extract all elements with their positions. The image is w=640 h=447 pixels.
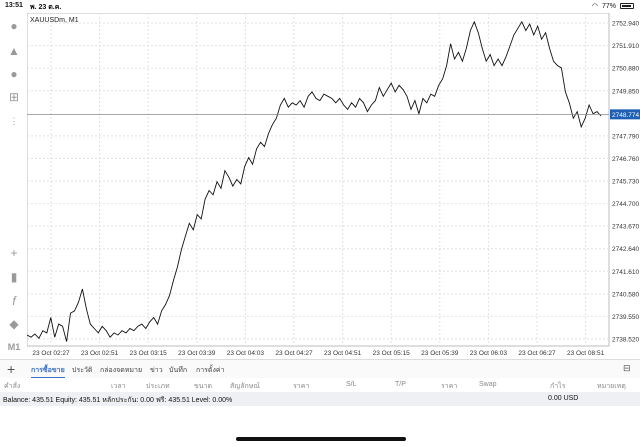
battery-percent: 77% [601, 2, 616, 10]
battery-icon [620, 3, 634, 9]
table-header: คำสั่ง เวลา ประเภท ขนาด สัญลักษณ์ ราคา S… [0, 378, 640, 392]
col-sl: S/L [346, 381, 357, 388]
y-tick-label: 2745.730 [612, 179, 639, 186]
home-indicator [236, 437, 406, 441]
col-current-price: ราคา [441, 383, 458, 390]
x-tick-label: 23 Oct 06:03 [470, 350, 508, 357]
y-tick-label: 2738.520 [612, 336, 639, 343]
more-tools-icon[interactable]: ⋮ [9, 115, 19, 126]
x-tick-label: 23 Oct 04:27 [275, 350, 313, 357]
balance-summary: Balance: 435.51 Equity: 435.51 หลักประกั… [3, 397, 233, 404]
col-tp: T/P [395, 381, 406, 388]
price-line [26, 20, 602, 342]
tab-history[interactable]: ประวัติ [72, 367, 93, 374]
y-tick-label: 2747.790 [612, 133, 639, 140]
tab-trade[interactable]: การซื้อขาย [31, 367, 65, 379]
objects-icon[interactable]: ◆ [9, 317, 19, 331]
y-tick-label: 2739.550 [612, 314, 639, 321]
plot-frame [26, 12, 610, 347]
account-icon[interactable]: ● [10, 19, 18, 33]
x-tick-label: 23 Oct 06:27 [518, 350, 556, 357]
status-right: ◠ 77% [592, 2, 634, 10]
col-size: ขนาด [194, 383, 213, 390]
price-chart[interactable]: 2752.940 2751.910 2750.880 2749.850 2747.790… [26, 12, 640, 359]
current-price-label: 2748.774 [612, 112, 639, 119]
tab-journal[interactable]: บันทึก [169, 367, 188, 374]
status-date: พ. 23 ต.ค. [30, 4, 62, 11]
tab-mailbox[interactable]: กล่องจดหมาย [100, 367, 143, 374]
col-type: ประเภท [146, 383, 170, 390]
x-tick-label: 23 Oct 02:27 [32, 350, 70, 357]
balance-bar: Balance: 435.51 Equity: 435.51 หลักประกั… [0, 392, 640, 406]
y-tick-label: 2752.940 [612, 21, 639, 28]
tab-settings[interactable]: การตั้งค่า [196, 367, 225, 374]
x-tick-label: 23 Oct 05:39 [421, 350, 459, 357]
col-price: ราคา [293, 383, 310, 390]
y-tick-label: 2743.670 [612, 224, 639, 231]
crosshair-icon[interactable]: + [10, 246, 18, 260]
col-profit: กำไร [550, 383, 566, 390]
chart-type-icon[interactable]: ▮ [10, 270, 18, 284]
x-tick-label: 23 Oct 05:15 [373, 350, 411, 357]
timeframe-icon[interactable]: M1 [7, 342, 21, 352]
new-order-icon[interactable]: ⊞ [8, 90, 20, 104]
x-tick-label: 23 Oct 08:51 [567, 350, 605, 357]
y-tick-label: 2749.850 [612, 88, 639, 95]
wifi-icon: ◠ [591, 3, 598, 10]
current-price-tag [610, 109, 640, 120]
status-time: 13:51 [5, 2, 23, 9]
chat-icon[interactable]: ● [10, 67, 18, 81]
tool-sidebar: ● ▲ ● ⊞ ⋮ + ▮ f ◆ M1 [0, 13, 27, 359]
indicator-icon[interactable]: f [12, 294, 16, 308]
x-tick-label: 23 Oct 03:15 [130, 350, 168, 357]
y-tick-label: 2742.640 [612, 246, 639, 253]
y-tick-label: 2741.610 [612, 269, 639, 276]
layout-icon[interactable]: ⊟ [623, 363, 631, 373]
y-tick-label: 2744.700 [612, 201, 639, 208]
y-tick-label: 2740.580 [612, 291, 639, 298]
symbol-label: XAUUSDm, M1 [30, 17, 79, 24]
profit-total: 0.00 USD [548, 395, 579, 402]
col-swap: Swap [479, 381, 497, 388]
y-tick-label: 2751.910 [612, 43, 639, 50]
bottom-tab-bar: + การซื้อขาย ประวัติ กล่องจดหมาย ข่าว บั… [0, 359, 640, 379]
chart-svg[interactable]: 2752.940 2751.910 2750.880 2749.850 2747.790… [26, 12, 640, 359]
x-tick-label: 23 Oct 04:51 [324, 350, 362, 357]
col-comment: หมายเหตุ [597, 383, 626, 390]
x-tick-label: 23 Oct 03:39 [178, 350, 216, 357]
y-tick-label: 2746.760 [612, 156, 639, 163]
status-bar: 13:51 พ. 23 ต.ค. ◠ 77% [0, 0, 640, 13]
tab-news[interactable]: ข่าว [150, 367, 163, 374]
add-icon[interactable]: + [7, 361, 16, 377]
col-order: คำสั่ง [4, 383, 21, 390]
x-tick-label: 23 Oct 04:03 [227, 350, 265, 357]
trade-icon[interactable]: ▲ [8, 44, 20, 58]
y-tick-label: 2750.880 [612, 66, 639, 73]
x-tick-label: 23 Oct 02:51 [81, 350, 119, 357]
col-time: เวลา [111, 383, 126, 390]
col-symbol: สัญลักษณ์ [230, 383, 260, 390]
